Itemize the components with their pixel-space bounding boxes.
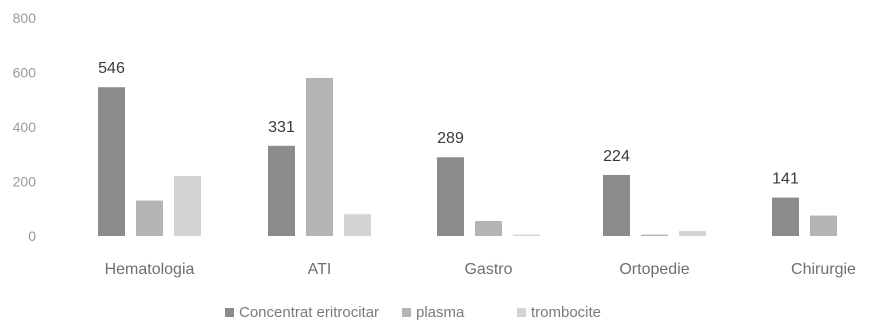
legend-swatch bbox=[402, 308, 411, 317]
bar bbox=[98, 87, 125, 236]
y-tick-label: 800 bbox=[13, 10, 37, 26]
bar bbox=[810, 215, 837, 236]
x-axis: Hematologia ATI Gastro Ortopedie Chirurgie bbox=[105, 261, 856, 278]
bar bbox=[772, 197, 799, 236]
x-category-label: Chirurgie bbox=[791, 261, 856, 278]
data-label: 224 bbox=[603, 148, 630, 165]
data-label: 289 bbox=[437, 130, 464, 147]
x-category-label: Hematologia bbox=[105, 261, 195, 278]
y-axis: 0 200 400 600 800 bbox=[13, 10, 37, 244]
bar bbox=[641, 234, 668, 236]
plot-area: 546 331 289 224 141 bbox=[98, 60, 837, 236]
bar bbox=[603, 174, 630, 236]
data-label: 331 bbox=[268, 119, 295, 136]
bar bbox=[268, 145, 295, 236]
bar bbox=[136, 200, 163, 236]
y-tick-label: 200 bbox=[13, 174, 37, 190]
bar bbox=[437, 157, 464, 236]
bar bbox=[513, 234, 540, 236]
legend-label: Concentrat eritrocitar bbox=[239, 304, 379, 321]
bar bbox=[174, 176, 201, 236]
bar bbox=[475, 221, 502, 236]
x-category-label: Gastro bbox=[464, 261, 512, 278]
x-category-label: ATI bbox=[308, 261, 332, 278]
bar bbox=[679, 231, 706, 236]
bar bbox=[306, 77, 333, 236]
legend: Concentrat eritrocitar plasma trombocite bbox=[225, 304, 601, 321]
legend-swatch bbox=[517, 308, 526, 317]
data-label: 546 bbox=[98, 60, 125, 77]
y-tick-label: 0 bbox=[28, 228, 36, 244]
legend-label: trombocite bbox=[531, 304, 601, 321]
y-tick-label: 400 bbox=[13, 119, 37, 135]
legend-swatch bbox=[225, 308, 234, 317]
data-label: 141 bbox=[772, 171, 799, 188]
legend-label: plasma bbox=[416, 304, 465, 321]
bar bbox=[344, 214, 371, 236]
x-category-label: Ortopedie bbox=[619, 261, 689, 278]
y-tick-label: 600 bbox=[13, 65, 37, 81]
